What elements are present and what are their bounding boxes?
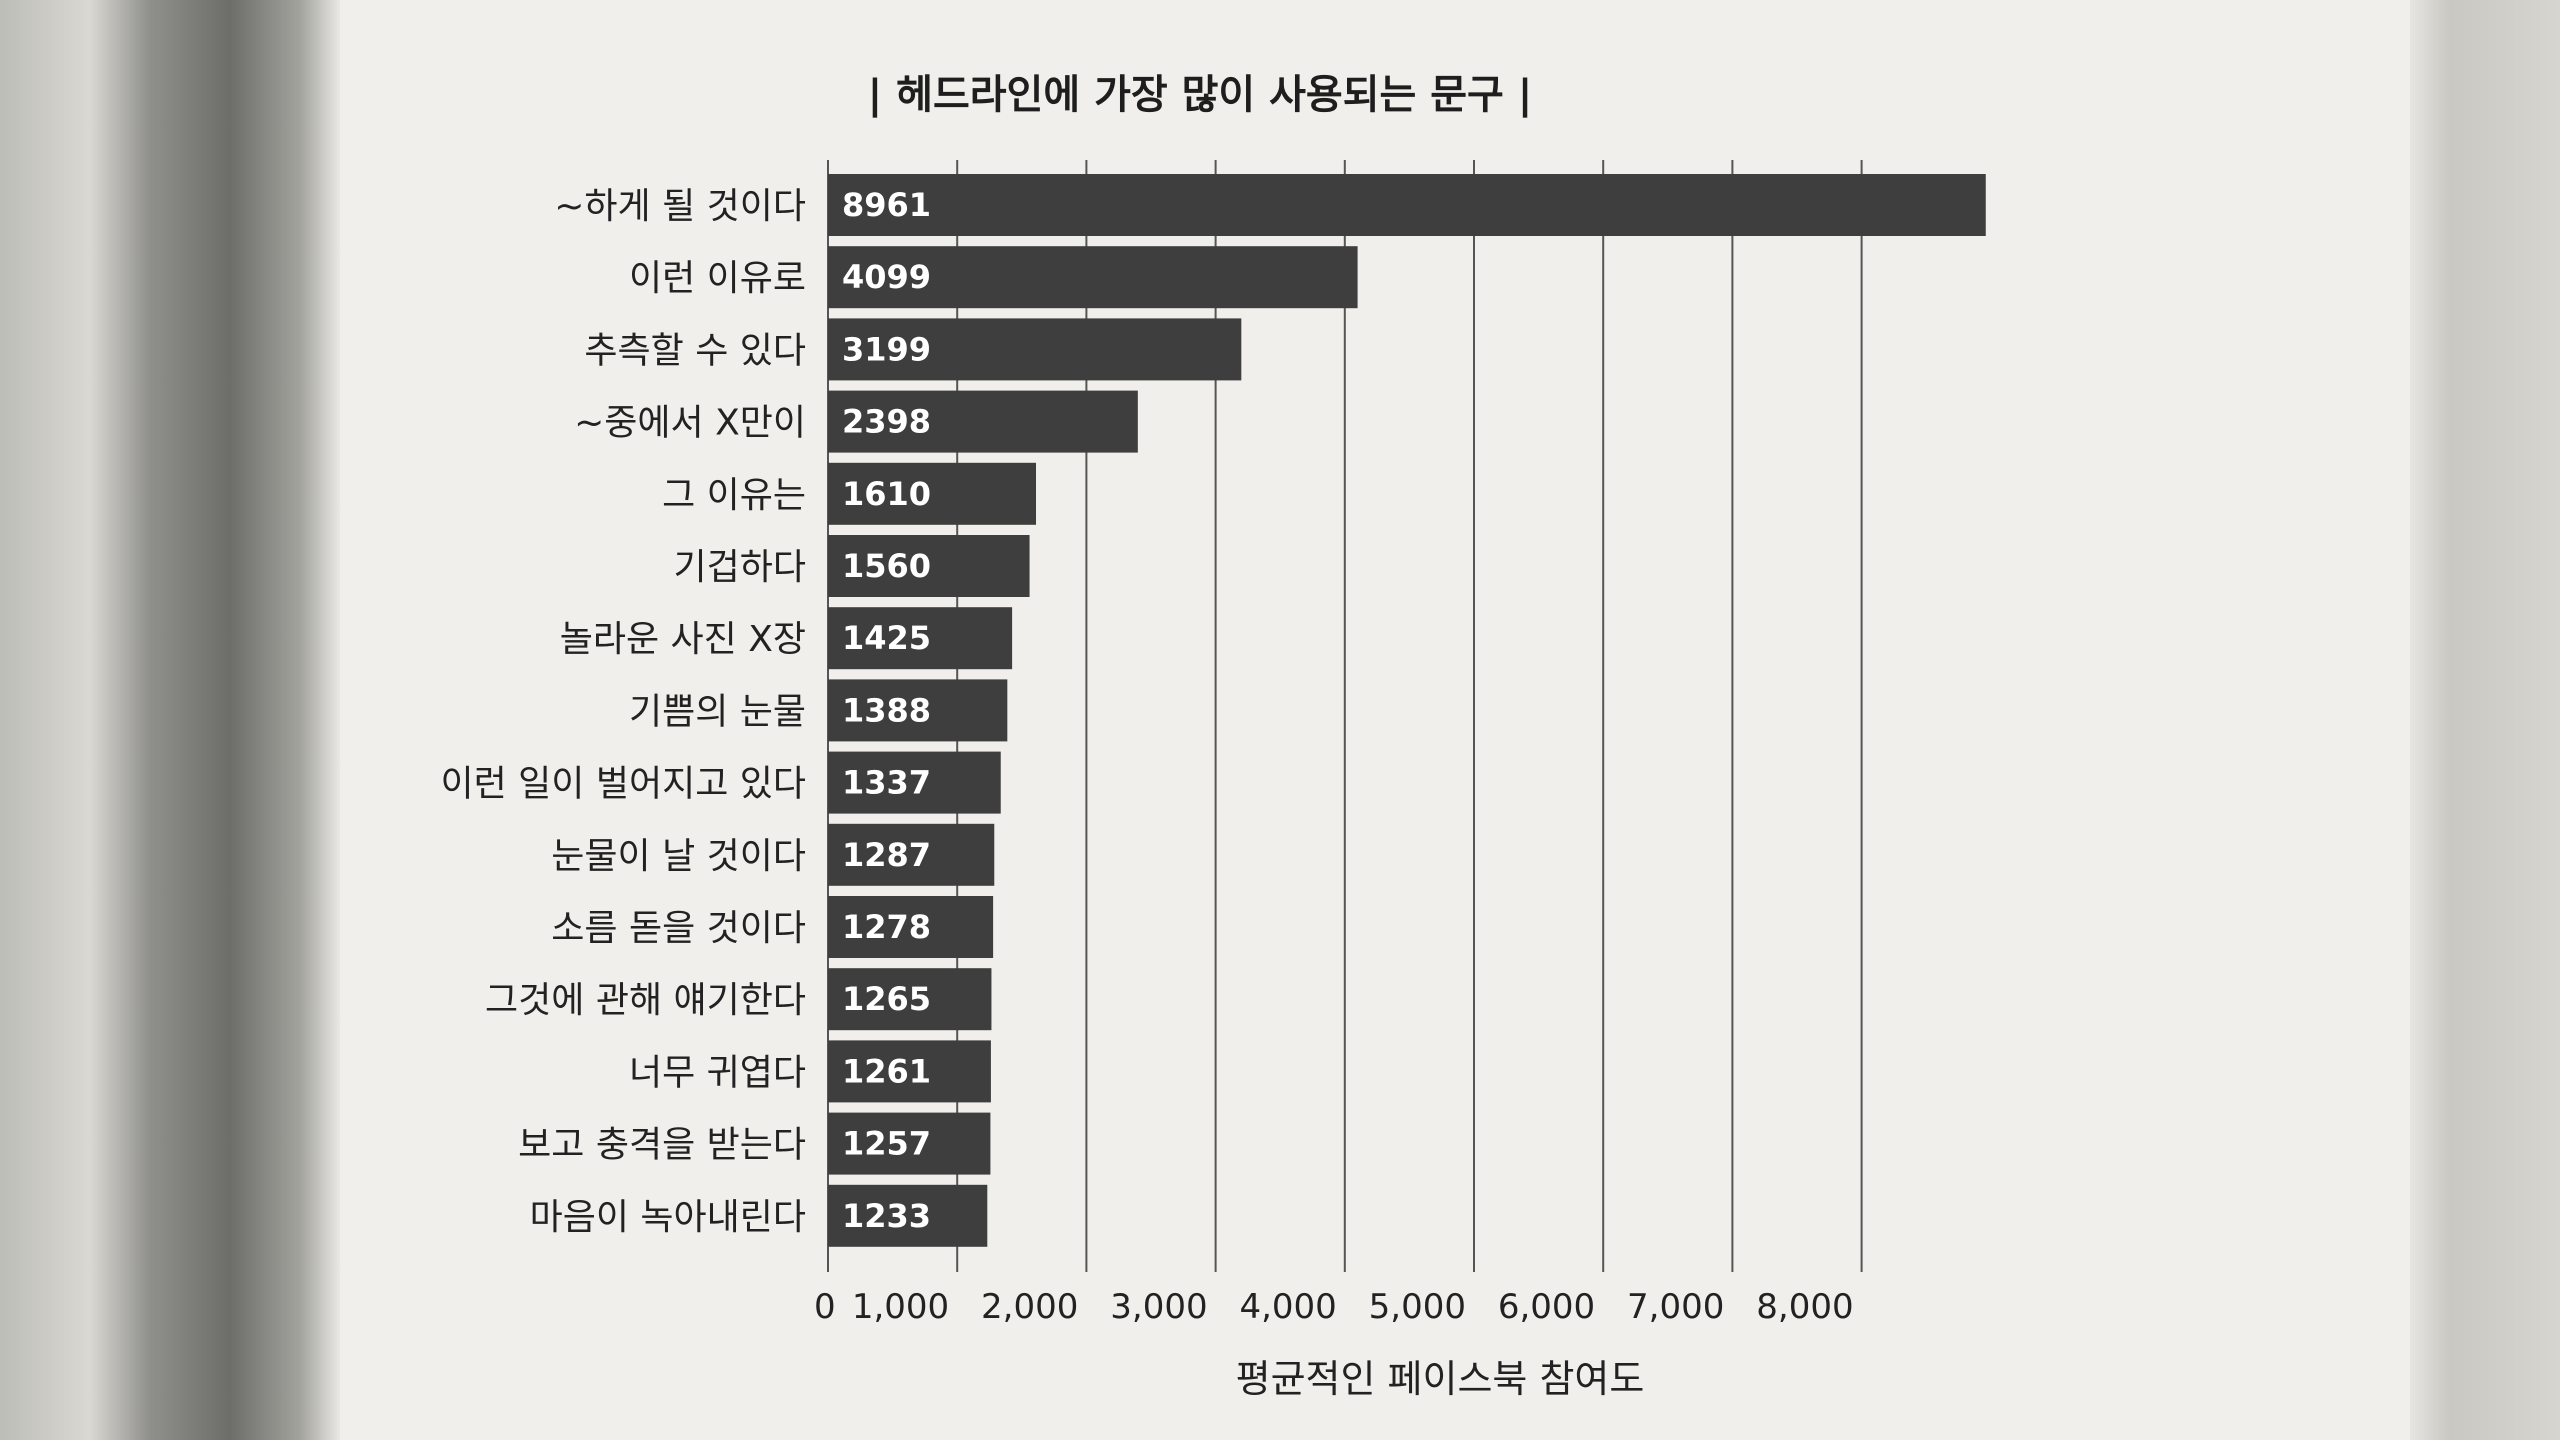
- category-label: 추측할 수 있다: [584, 330, 806, 371]
- category-label: 소름 돋을 것이다: [551, 908, 806, 949]
- bar: [828, 318, 1242, 381]
- bar-value-label: 8961: [842, 186, 931, 224]
- bar-value-label: 1233: [842, 1197, 931, 1235]
- x-axis-ticks: 0 1,000 2,000 3,000 4,000 5,000 6,000 7,000 8,00…: [814, 1287, 1854, 1327]
- category-label: 마음이 녹아내린다: [530, 1197, 806, 1238]
- category-label: 이런 이유로: [629, 258, 806, 299]
- x-tick-label: 2,000: [981, 1287, 1078, 1327]
- bar: [828, 751, 1001, 814]
- bar-value-label: 1287: [842, 836, 931, 874]
- bar-value-label: 2398: [842, 403, 931, 441]
- category-label: 눈물이 날 것이다: [551, 836, 806, 877]
- category-label: 기쁨의 눈물: [629, 691, 806, 732]
- bar: [828, 823, 995, 886]
- bar: [828, 607, 1013, 670]
- category-label: 보고 충격을 받는다: [518, 1125, 806, 1166]
- bar-value-label: 3199: [842, 330, 931, 368]
- bar: [828, 535, 1030, 597]
- bar-value-label: 1425: [842, 619, 931, 657]
- page-edge-shadow: [2410, 0, 2560, 1440]
- x-axis-title: 평균적인 페이스북 참여도: [1236, 1357, 1645, 1401]
- x-tick-label: 5,000: [1369, 1287, 1466, 1327]
- category-label: ~하게 될 것이다: [554, 186, 806, 227]
- bar: [828, 679, 1008, 742]
- book-binding-shadow: [0, 0, 340, 1440]
- value-labels: 8961 4099 3199 2398 1610 1560 1425 1388 1337 1287…: [842, 186, 931, 1235]
- bar: [828, 462, 1037, 525]
- bar: [828, 1112, 991, 1175]
- x-tick-label: 4,000: [1239, 1287, 1336, 1327]
- x-tick-label: 0: [814, 1287, 836, 1327]
- bar: [828, 1184, 988, 1247]
- bar: [828, 896, 994, 958]
- bar-value-label: 1388: [842, 691, 931, 729]
- bar-value-label: 1278: [842, 908, 931, 946]
- bar: [828, 968, 992, 1031]
- bar-value-label: 1261: [842, 1052, 931, 1090]
- bar: [828, 246, 1358, 309]
- category-label: 기겁하다: [674, 547, 806, 588]
- bars: [828, 174, 1986, 1247]
- x-tick-label: 8,000: [1756, 1287, 1853, 1327]
- x-tick-label: 7,000: [1627, 1287, 1724, 1327]
- bar: [828, 390, 1138, 453]
- bar-value-label: 1610: [842, 475, 931, 513]
- bar-value-label: 1560: [842, 547, 931, 585]
- grid-lines: [827, 160, 1863, 1272]
- category-label: 그 이유는: [662, 475, 806, 516]
- x-tick-label: 3,000: [1110, 1287, 1207, 1327]
- chart-title: | 헤드라인에 가장 많이 사용되는 문구 |: [868, 72, 1533, 119]
- category-label: 놀라운 사진 X장: [560, 619, 806, 660]
- x-tick-label: 1,000: [852, 1287, 949, 1327]
- bar: [828, 1040, 991, 1103]
- bar-value-label: 1337: [842, 764, 931, 802]
- category-label: 이런 일이 벌어지고 있다: [440, 764, 806, 805]
- bar-value-label: 1265: [842, 980, 931, 1018]
- category-label: 그것에 관해 얘기한다: [485, 980, 806, 1021]
- category-label: 너무 귀엽다: [629, 1052, 806, 1093]
- bar-value-label: 4099: [842, 258, 931, 296]
- bar-value-label: 1257: [842, 1125, 931, 1163]
- category-label: ~중에서 X만이: [574, 403, 806, 444]
- bar: [828, 174, 1986, 236]
- x-tick-label: 6,000: [1498, 1287, 1595, 1327]
